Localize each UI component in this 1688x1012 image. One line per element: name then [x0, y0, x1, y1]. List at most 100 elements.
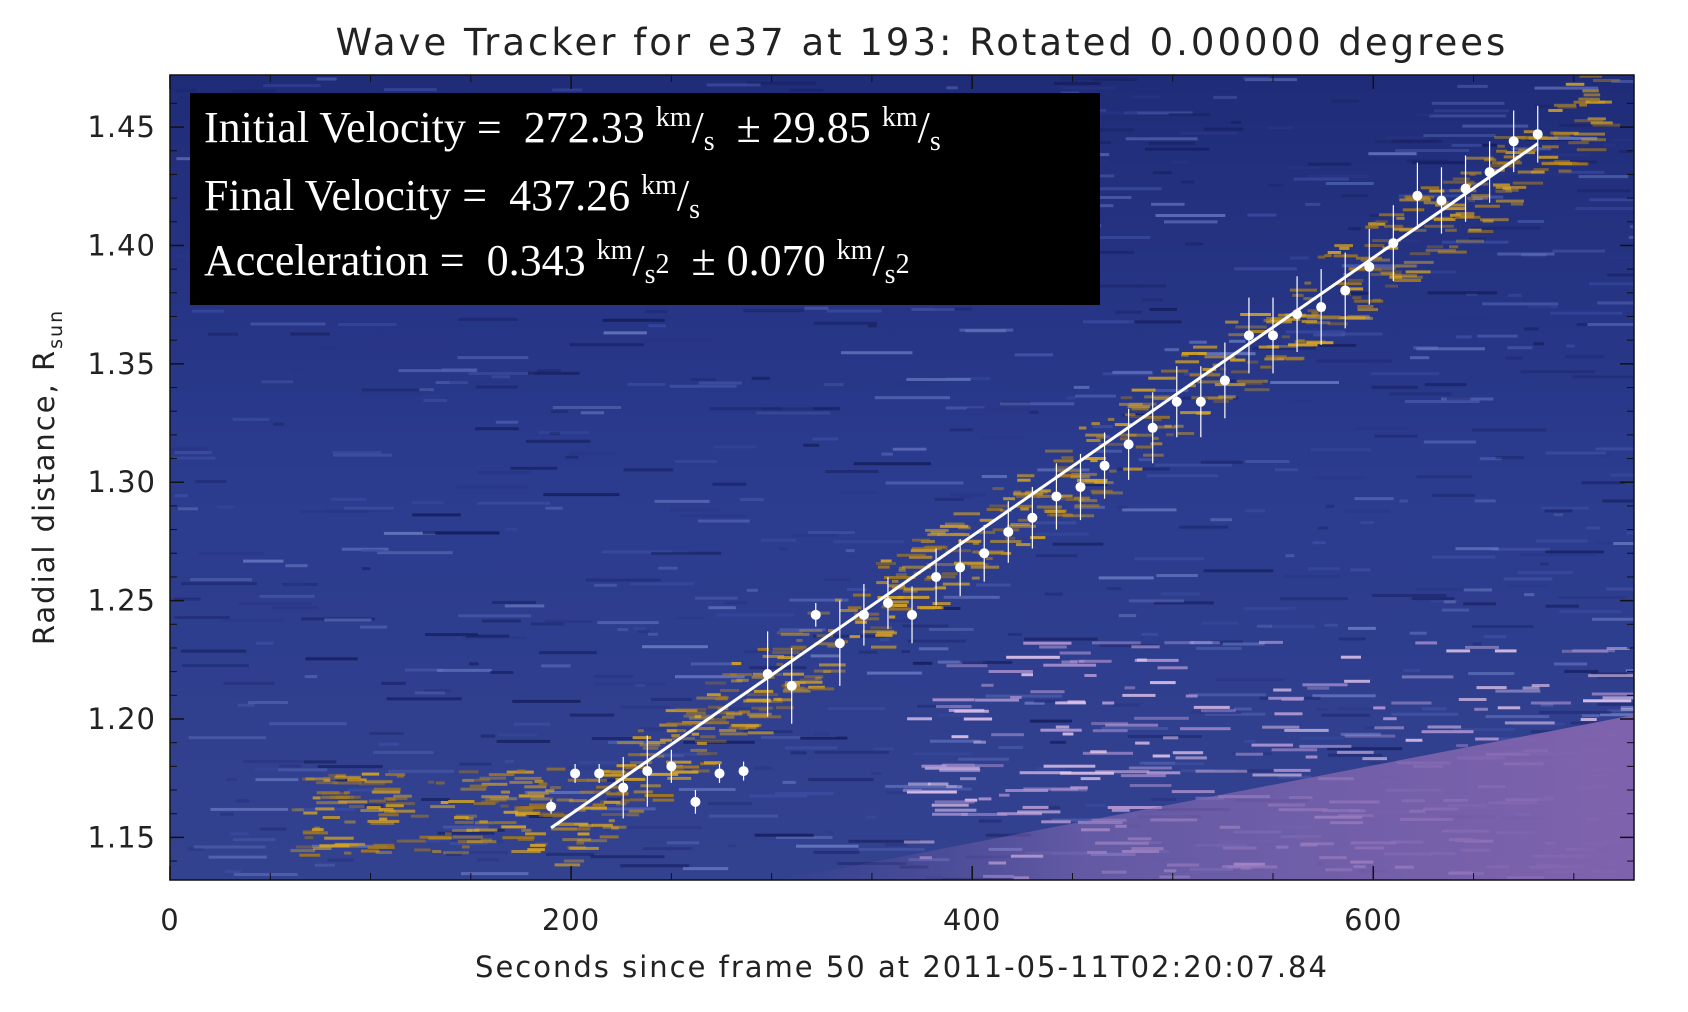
texture-streak	[278, 768, 328, 772]
texture-streak	[1630, 689, 1634, 693]
texture-streak	[754, 833, 814, 837]
texture-streak	[383, 531, 436, 535]
texture-streak	[1597, 702, 1634, 706]
texture-streak	[172, 456, 216, 460]
y-axis-label-sub: sun	[45, 309, 67, 349]
wave-streak	[719, 732, 748, 736]
texture-streak	[1231, 121, 1241, 124]
texture-streak	[510, 466, 558, 470]
wave-streak	[360, 849, 380, 853]
texture-streak	[1203, 569, 1274, 573]
texture-streak	[1589, 198, 1634, 202]
wave-streak	[815, 676, 822, 680]
texture-streak	[1001, 401, 1031, 405]
texture-streak	[845, 549, 855, 553]
texture-streak-bright	[1040, 728, 1082, 732]
texture-streak	[1472, 642, 1482, 646]
texture-streak	[1433, 109, 1509, 113]
wave-streak	[291, 808, 304, 812]
texture-streak	[458, 614, 532, 618]
texture-streak	[182, 664, 249, 668]
texture-streak-bright	[1124, 686, 1136, 690]
texture-streak-bright	[1415, 641, 1437, 645]
texture-streak	[1371, 372, 1440, 376]
wave-streak	[373, 787, 401, 791]
texture-streak	[697, 519, 750, 523]
wave-streak	[852, 617, 866, 621]
wave-streak	[927, 533, 940, 537]
wave-streak	[989, 504, 1009, 508]
texture-streak	[1350, 568, 1371, 572]
texture-streak	[461, 636, 527, 640]
texture-streak	[654, 499, 710, 503]
wave-streak	[823, 670, 831, 673]
texture-streak	[1341, 332, 1383, 336]
texture-streak	[229, 832, 249, 836]
texture-streak	[1541, 506, 1589, 510]
data-point	[1412, 162, 1423, 229]
texture-streak	[1538, 710, 1612, 714]
wave-streak	[302, 830, 320, 834]
texture-streak	[808, 778, 874, 782]
texture-streak	[1462, 124, 1529, 128]
texture-streak	[629, 582, 694, 586]
texture-streak	[192, 309, 224, 313]
texture-streak	[273, 422, 285, 426]
texture-streak	[865, 815, 877, 819]
texture-streak	[642, 645, 708, 649]
data-point	[690, 790, 701, 814]
wave-streak	[889, 600, 909, 604]
texture-streak	[1245, 460, 1290, 463]
wave-streak	[897, 595, 930, 599]
wave-streak	[1409, 252, 1431, 256]
texture-streak	[1243, 607, 1296, 610]
texture-streak	[552, 88, 583, 92]
wave-streak	[972, 541, 980, 545]
texture-streak	[901, 650, 911, 654]
texture-streak	[1299, 736, 1344, 740]
texture-streak	[1474, 499, 1496, 503]
texture-streak	[1278, 775, 1312, 779]
texture-streak	[1093, 77, 1138, 81]
texture-streak	[369, 338, 446, 342]
texture-streak	[377, 551, 453, 555]
wave-streak	[563, 859, 585, 863]
wave-streak	[1558, 169, 1572, 173]
wave-streak	[627, 813, 640, 817]
texture-streak	[1060, 91, 1080, 95]
texture-streak-bright	[954, 709, 989, 713]
x-axis-label: Seconds since frame 50 at 2011-05-11T02:…	[475, 950, 1329, 984]
texture-streak-bright	[1271, 748, 1318, 752]
wave-streak	[480, 838, 493, 842]
wave-streak	[1306, 341, 1334, 345]
texture-streak	[1610, 473, 1634, 477]
wave-streak	[462, 845, 470, 849]
unit-reset	[669, 236, 680, 285]
wave-streak	[1429, 189, 1445, 193]
wave-streak	[396, 774, 404, 778]
wave-streak	[953, 512, 980, 516]
wave-streak	[732, 724, 759, 728]
texture-streak	[879, 638, 890, 642]
wave-streak	[295, 845, 320, 849]
texture-streak	[1234, 707, 1252, 711]
wave-streak	[1450, 213, 1461, 217]
texture-streak	[1293, 177, 1349, 181]
texture-streak	[314, 863, 335, 867]
texture-streak	[1520, 370, 1595, 374]
texture-streak-bright	[1062, 732, 1074, 736]
wave-streak	[1573, 132, 1605, 136]
texture-streak-bright	[1340, 655, 1361, 659]
texture-streak	[708, 606, 736, 610]
wave-streak	[1443, 180, 1475, 184]
texture-streak	[1170, 160, 1189, 164]
texture-streak	[1266, 126, 1294, 130]
texture-streak	[453, 851, 508, 855]
wave-streak	[1327, 322, 1348, 326]
wave-streak	[1044, 510, 1066, 513]
wave-streak	[1181, 353, 1189, 357]
texture-streak	[1472, 195, 1504, 199]
wave-streak	[762, 699, 783, 703]
data-point	[1436, 167, 1447, 234]
wave-streak	[911, 547, 942, 551]
